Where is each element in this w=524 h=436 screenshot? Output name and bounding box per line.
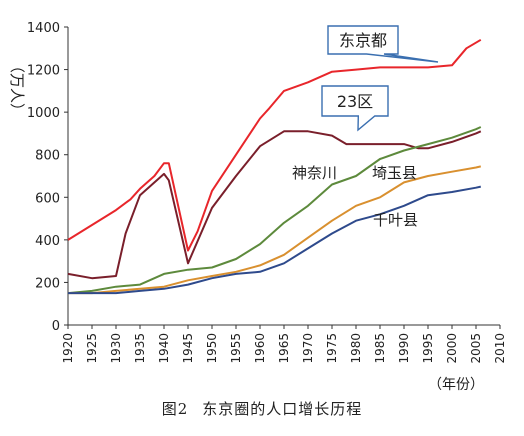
y-tick-label: 200 [35,276,60,291]
x-tick-label: 1920 [61,333,75,364]
y-tick-label: 1000 [27,106,60,121]
x-tick-label: 1940 [157,333,171,364]
series-label: 东京都 [339,31,387,50]
x-tick-label: 1990 [397,333,411,364]
x-tick-label: 1975 [325,333,339,364]
series-line [67,38,482,252]
x-tick-label: 1935 [133,333,147,364]
x-axis-label: （年份） [428,377,484,393]
y-tick-label: 1400 [27,21,60,36]
callout-box [321,85,389,132]
y-tick-label: 600 [35,191,60,206]
callout-box [327,25,439,63]
figure-caption: 图2 东京圈的人口增长历程 [0,398,524,419]
figure-number: 图2 [161,400,189,418]
x-tick-label: 1995 [421,333,435,364]
series-label: 埼玉县 [372,164,417,182]
x-tick-label: 1945 [181,333,195,364]
series-label: 千叶县 [373,211,418,229]
series-label: 神奈川 [292,164,337,182]
series-line [68,185,482,295]
x-tick-label: 1950 [205,333,219,364]
x-tick-label: 2005 [469,333,483,364]
y-tick-label: 800 [35,149,60,164]
x-tick-label: 1930 [109,333,123,364]
x-tick-label: 1970 [301,333,315,364]
x-tick-label: 1985 [373,333,387,364]
series-line [68,165,482,295]
x-tick-label: 1925 [85,333,99,364]
x-tick-label: 2010 [493,333,507,364]
figure-title: 东京圈的人口增长历程 [202,400,363,418]
population-line-chart: （万人） （年份） 0 200 400 600 800 1000 1200 1400 1920 1… [8,21,507,393]
x-tick-label: 1965 [277,333,291,364]
y-tick-label: 1200 [27,64,60,79]
x-tick-label: 1955 [229,333,243,364]
y-tick-label: 400 [35,234,60,249]
x-tick-label: 1980 [349,333,363,364]
series-line [67,126,482,295]
series-line [67,130,482,280]
y-tick-label: 0 [52,319,60,334]
x-tick-label: 1960 [253,333,267,364]
y-axis-label: （万人） [8,58,26,118]
series-label: 23区 [337,92,373,111]
x-tick-label: 2000 [445,333,459,364]
